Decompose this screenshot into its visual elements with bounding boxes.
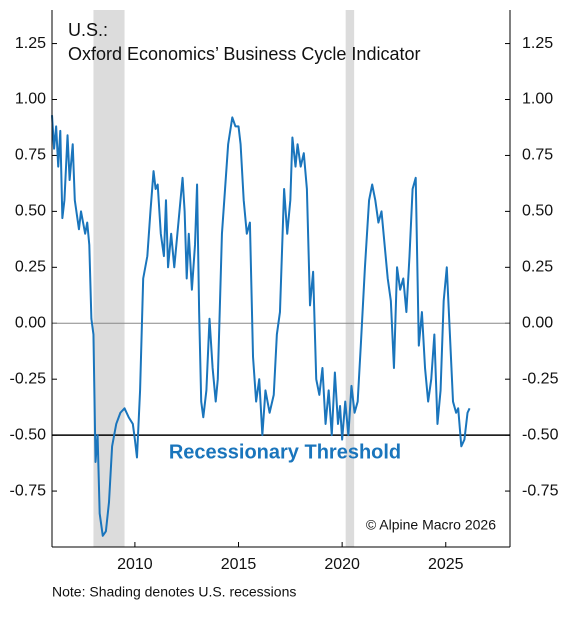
y-tick-label: 1.00 — [15, 91, 46, 108]
y2-tick-label: -0.50 — [522, 426, 559, 443]
chart-title: U.S.: — [68, 20, 108, 40]
y2-tick-label: 1.25 — [522, 35, 553, 52]
copyright: © Alpine Macro 2026 — [366, 517, 496, 533]
recession-band — [345, 10, 355, 547]
y2-tick-label: 0.25 — [522, 259, 553, 276]
threshold-label: Recessionary Threshold — [169, 441, 401, 463]
y-tick-label: 0.50 — [15, 203, 46, 220]
y2-tick-label: 0.00 — [522, 314, 553, 331]
y-tick-label: 0.25 — [15, 259, 46, 276]
y-tick-label: -0.75 — [10, 482, 47, 499]
y-tick-label: -0.25 — [10, 370, 47, 387]
y-tick-label: 0.00 — [15, 314, 46, 331]
note: Note: Shading denotes U.S. recessions — [52, 584, 296, 600]
chart-subtitle: Oxford Economics’ Business Cycle Indicat… — [68, 44, 420, 64]
y2-tick-label: 0.50 — [522, 203, 553, 220]
y2-tick-label: 0.75 — [522, 147, 553, 164]
series-line — [51, 115, 471, 537]
y-tick-label: -0.50 — [10, 426, 47, 443]
y-tick-label: 0.75 — [15, 147, 46, 164]
x-tick-label: 2020 — [324, 556, 360, 573]
y2-tick-label: -0.75 — [522, 482, 559, 499]
y2-tick-label: 1.00 — [522, 91, 553, 108]
x-tick-label: 2015 — [221, 556, 257, 573]
y-tick-label: 1.25 — [15, 35, 46, 52]
x-tick-label: 2025 — [428, 556, 464, 573]
x-tick-label: 2010 — [117, 556, 153, 573]
y2-tick-label: -0.25 — [522, 370, 559, 387]
